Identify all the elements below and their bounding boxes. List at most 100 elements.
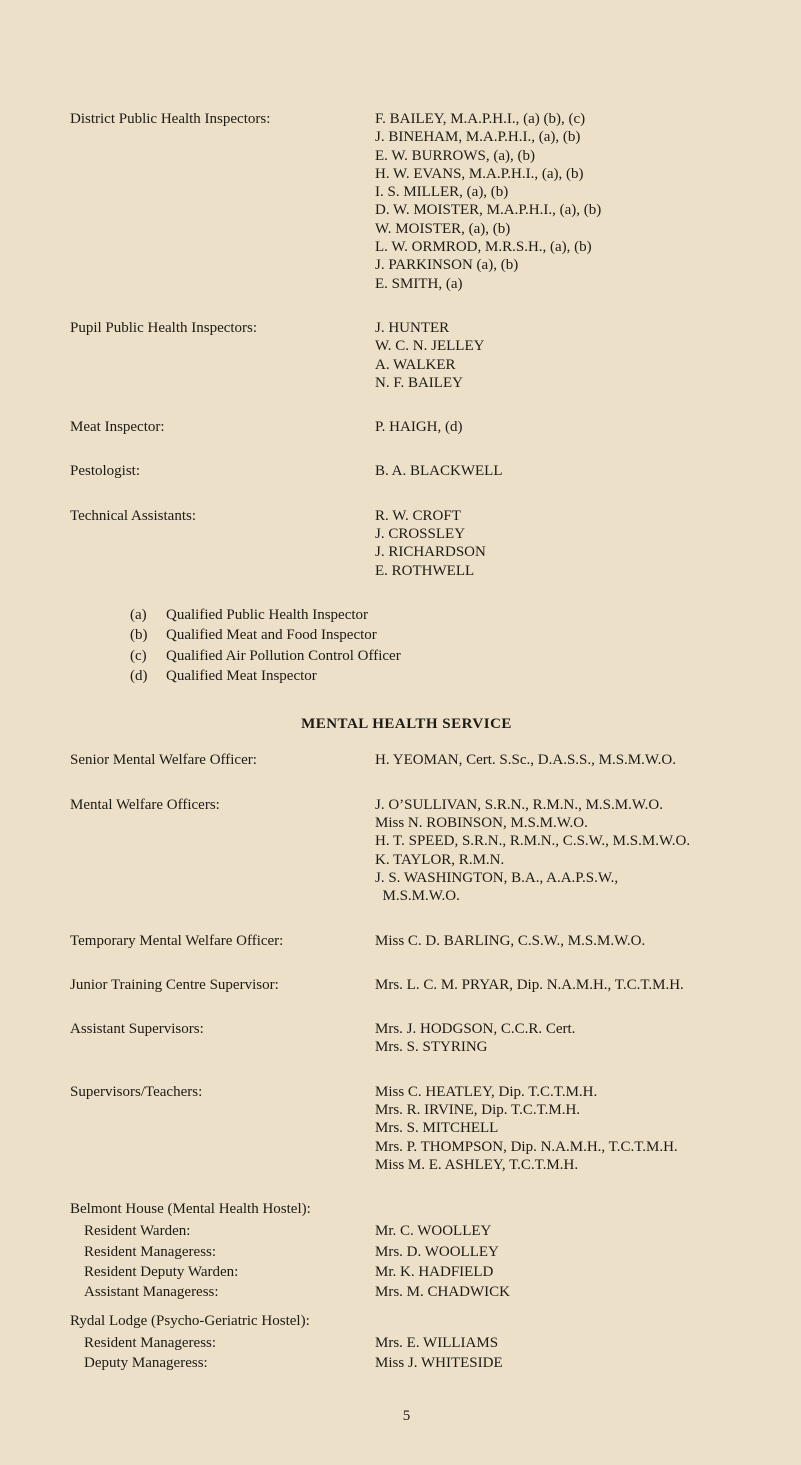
row-label: Senior Mental Welfare Officer: (70, 751, 375, 769)
person-line: Mrs. L. C. M. PRYAR, Dip. N.A.M.H., T.C.… (375, 976, 743, 994)
qualification-marker: (d) (130, 667, 166, 685)
row-label: Resident Manageress: (70, 1243, 375, 1261)
section-title-mental-health: MENTAL HEALTH SERVICE (70, 715, 743, 733)
row-label: Pupil Public Health Inspectors: (70, 319, 375, 337)
row-label: Temporary Mental Welfare Officer: (70, 932, 375, 950)
person-line: H. W. EVANS, M.A.P.H.I., (a), (b) (375, 165, 743, 183)
person-line: B. A. BLACKWELL (375, 462, 743, 480)
qualification-marker: (a) (130, 606, 166, 624)
person-line: I. S. MILLER, (a), (b) (375, 183, 743, 201)
person-line: P. HAIGH, (d) (375, 418, 743, 436)
person-line: Mrs. P. THOMPSON, Dip. N.A.M.H., T.C.T.M… (375, 1138, 743, 1156)
qualification-marker: (b) (130, 626, 166, 644)
row-value: Mrs. D. WOOLLEY (375, 1243, 743, 1261)
qualification-item: (d) Qualified Meat Inspector (130, 667, 743, 685)
person-line: J. RICHARDSON (375, 543, 743, 561)
row-label: Assistant Supervisors: (70, 1020, 375, 1038)
row-label: Resident Warden: (70, 1222, 375, 1240)
person-line: Mrs. J. HODGSON, C.C.R. Cert. (375, 1020, 743, 1038)
row-label: Resident Deputy Warden: (70, 1263, 375, 1281)
person-line: N. F. BAILEY (375, 374, 743, 392)
row-junior-training: Junior Training Centre Supervisor: Mrs. … (70, 976, 743, 994)
qualifications-legend: (a) Qualified Public Health Inspector (b… (130, 606, 743, 685)
row-label: Resident Manageress: (70, 1334, 375, 1352)
person-line: Mrs. S. STYRING (375, 1038, 743, 1056)
qualification-text: Qualified Public Health Inspector (166, 606, 368, 624)
row-pupil-phi: Pupil Public Health Inspectors: J. HUNTE… (70, 319, 743, 392)
row-label: Mental Welfare Officers: (70, 796, 375, 814)
row-temp-mwo: Temporary Mental Welfare Officer: Miss C… (70, 932, 743, 950)
person-line: Miss C. D. BARLING, C.S.W., M.S.M.W.O. (375, 932, 743, 950)
document-page: District Public Health Inspectors: F. BA… (0, 0, 801, 1465)
belmont-row: Resident Manageress: Mrs. D. WOOLLEY (70, 1243, 743, 1261)
belmont-row: Resident Warden: Mr. C. WOOLLEY (70, 1222, 743, 1240)
person-line: R. W. CROFT (375, 507, 743, 525)
row-label: Meat Inspector: (70, 418, 375, 436)
row-values: P. HAIGH, (d) (375, 418, 743, 436)
person-line: Miss N. ROBINSON, M.S.M.W.O. (375, 814, 743, 832)
row-label: Assistant Manageress: (70, 1283, 375, 1301)
row-value: Mr. K. HADFIELD (375, 1263, 743, 1281)
row-label: District Public Health Inspectors: (70, 110, 375, 128)
row-values: Mrs. J. HODGSON, C.C.R. Cert. Mrs. S. ST… (375, 1020, 743, 1057)
person-line: Miss M. E. ASHLEY, T.C.T.M.H. (375, 1156, 743, 1174)
row-values: B. A. BLACKWELL (375, 462, 743, 480)
qualification-text: Qualified Meat Inspector (166, 667, 317, 685)
row-values: R. W. CROFT J. CROSSLEY J. RICHARDSON E.… (375, 507, 743, 580)
belmont-row: Resident Deputy Warden: Mr. K. HADFIELD (70, 1263, 743, 1281)
rydal-label: Rydal Lodge (Psycho-Geriatric Hostel): (70, 1312, 743, 1330)
qualification-text: Qualified Meat and Food Inspector (166, 626, 377, 644)
person-line: Mrs. S. MITCHELL (375, 1119, 743, 1137)
row-senior-mwo: Senior Mental Welfare Officer: H. YEOMAN… (70, 751, 743, 769)
row-values: J. O’SULLIVAN, S.R.N., R.M.N., M.S.M.W.O… (375, 796, 743, 906)
person-line: J. CROSSLEY (375, 525, 743, 543)
person-line: W. MOISTER, (a), (b) (375, 220, 743, 238)
person-line: J. BINEHAM, M.A.P.H.I., (a), (b) (375, 128, 743, 146)
row-values: H. YEOMAN, Cert. S.Sc., D.A.S.S., M.S.M.… (375, 751, 743, 769)
person-line: H. YEOMAN, Cert. S.Sc., D.A.S.S., M.S.M.… (375, 751, 743, 769)
person-line: J. HUNTER (375, 319, 743, 337)
person-line: H. T. SPEED, S.R.N., R.M.N., C.S.W., M.S… (375, 832, 743, 850)
person-line: E. W. BURROWS, (a), (b) (375, 147, 743, 165)
person-line: A. WALKER (375, 356, 743, 374)
person-line: J. O’SULLIVAN, S.R.N., R.M.N., M.S.M.W.O… (375, 796, 743, 814)
row-technical-assistants: Technical Assistants: R. W. CROFT J. CRO… (70, 507, 743, 580)
person-line: F. BAILEY, M.A.P.H.I., (a) (b), (c) (375, 110, 743, 128)
person-line: Miss C. HEATLEY, Dip. T.C.T.M.H. (375, 1083, 743, 1101)
row-values: Miss C. HEATLEY, Dip. T.C.T.M.H. Mrs. R.… (375, 1083, 743, 1174)
row-label: Pestologist: (70, 462, 375, 480)
qualification-item: (c) Qualified Air Pollution Control Offi… (130, 647, 743, 665)
person-line: J. PARKINSON (a), (b) (375, 256, 743, 274)
row-values: Mrs. L. C. M. PRYAR, Dip. N.A.M.H., T.C.… (375, 976, 743, 994)
person-line: D. W. MOISTER, M.A.P.H.I., (a), (b) (375, 201, 743, 219)
row-value: Mrs. E. WILLIAMS (375, 1334, 743, 1352)
row-value: Miss J. WHITESIDE (375, 1354, 743, 1372)
top-section: District Public Health Inspectors: F. BA… (70, 110, 743, 580)
person-line: E. SMITH, (a) (375, 275, 743, 293)
row-label: Technical Assistants: (70, 507, 375, 525)
rydal-row: Resident Manageress: Mrs. E. WILLIAMS (70, 1334, 743, 1352)
person-line: M.S.M.W.O. (375, 887, 743, 905)
person-line: L. W. ORMROD, M.R.S.H., (a), (b) (375, 238, 743, 256)
qualification-item: (a) Qualified Public Health Inspector (130, 606, 743, 624)
mental-health-section: Senior Mental Welfare Officer: H. YEOMAN… (70, 751, 743, 1174)
person-line: K. TAYLOR, R.M.N. (375, 851, 743, 869)
belmont-block: Belmont House (Mental Health Hostel): Re… (70, 1200, 743, 1301)
row-value: Mrs. M. CHADWICK (375, 1283, 743, 1301)
qualification-marker: (c) (130, 647, 166, 665)
person-line: Mrs. R. IRVINE, Dip. T.C.T.M.H. (375, 1101, 743, 1119)
page-number: 5 (70, 1407, 743, 1425)
row-values: Miss C. D. BARLING, C.S.W., M.S.M.W.O. (375, 932, 743, 950)
person-line: J. S. WASHINGTON, B.A., A.A.P.S.W., (375, 869, 743, 887)
row-label: Supervisors/Teachers: (70, 1083, 375, 1101)
person-line: W. C. N. JELLEY (375, 337, 743, 355)
row-pestologist: Pestologist: B. A. BLACKWELL (70, 462, 743, 480)
row-label: Junior Training Centre Supervisor: (70, 976, 375, 994)
row-mwo: Mental Welfare Officers: J. O’SULLIVAN, … (70, 796, 743, 906)
qualification-text: Qualified Air Pollution Control Officer (166, 647, 401, 665)
row-value: Mr. C. WOOLLEY (375, 1222, 743, 1240)
qualification-item: (b) Qualified Meat and Food Inspector (130, 626, 743, 644)
belmont-label: Belmont House (Mental Health Hostel): (70, 1200, 743, 1218)
row-district-phi: District Public Health Inspectors: F. BA… (70, 110, 743, 293)
rydal-block: Rydal Lodge (Psycho-Geriatric Hostel): R… (70, 1312, 743, 1373)
